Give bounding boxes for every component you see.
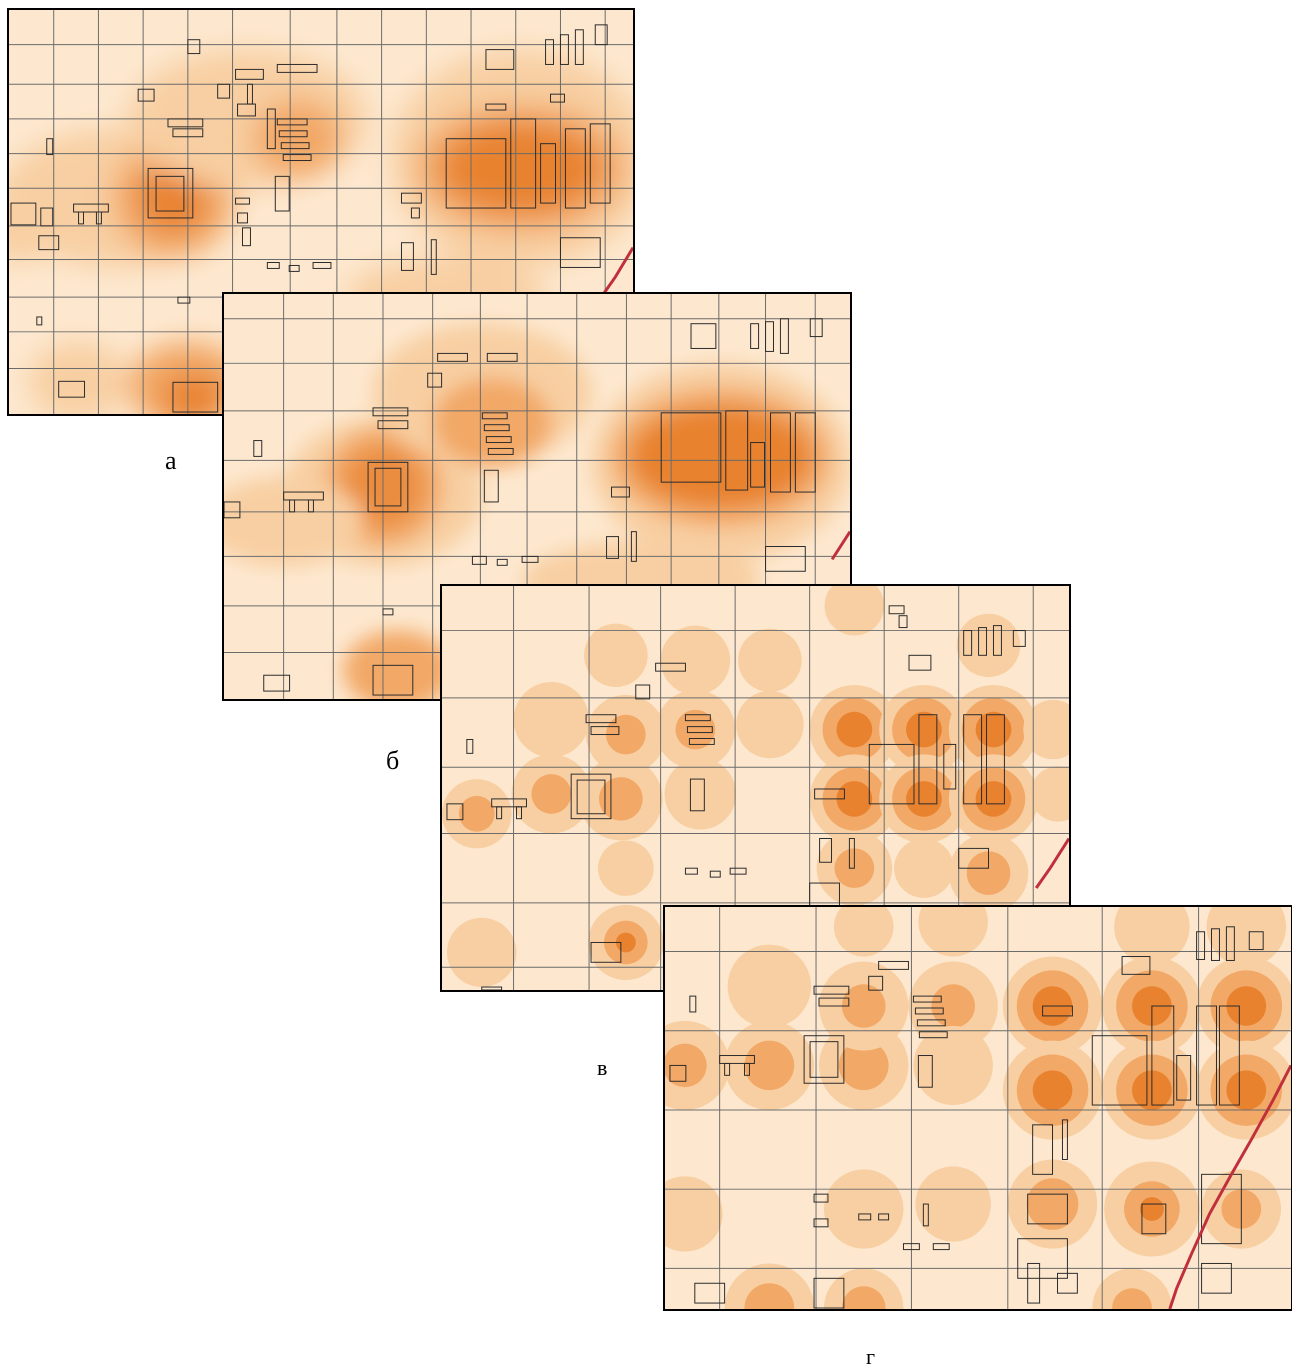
heatmap-panel-d [663, 905, 1292, 1311]
heatmap-panel-b [222, 292, 852, 701]
panel-caption-a: а [165, 446, 177, 475]
density-zones [665, 907, 1291, 1309]
heatmap-map-b [224, 294, 850, 699]
panel-caption-d: г [866, 1344, 876, 1369]
heatmap-map-c [442, 586, 1069, 990]
density-zones [442, 586, 1069, 988]
panel-caption-c: в [597, 1055, 608, 1080]
heatmap-map-d [665, 907, 1291, 1309]
heatmap-map-a [9, 10, 633, 414]
heatmap-panel-a [7, 8, 635, 416]
buildings [224, 318, 823, 696]
panel-caption-b: б [386, 746, 400, 775]
railway [1034, 837, 1069, 889]
buildings [10, 24, 611, 413]
railway [599, 246, 633, 299]
railway [830, 530, 850, 561]
grid [665, 907, 1291, 1309]
railway [1168, 1064, 1291, 1309]
buildings [446, 605, 1026, 990]
buildings [669, 926, 1264, 1309]
